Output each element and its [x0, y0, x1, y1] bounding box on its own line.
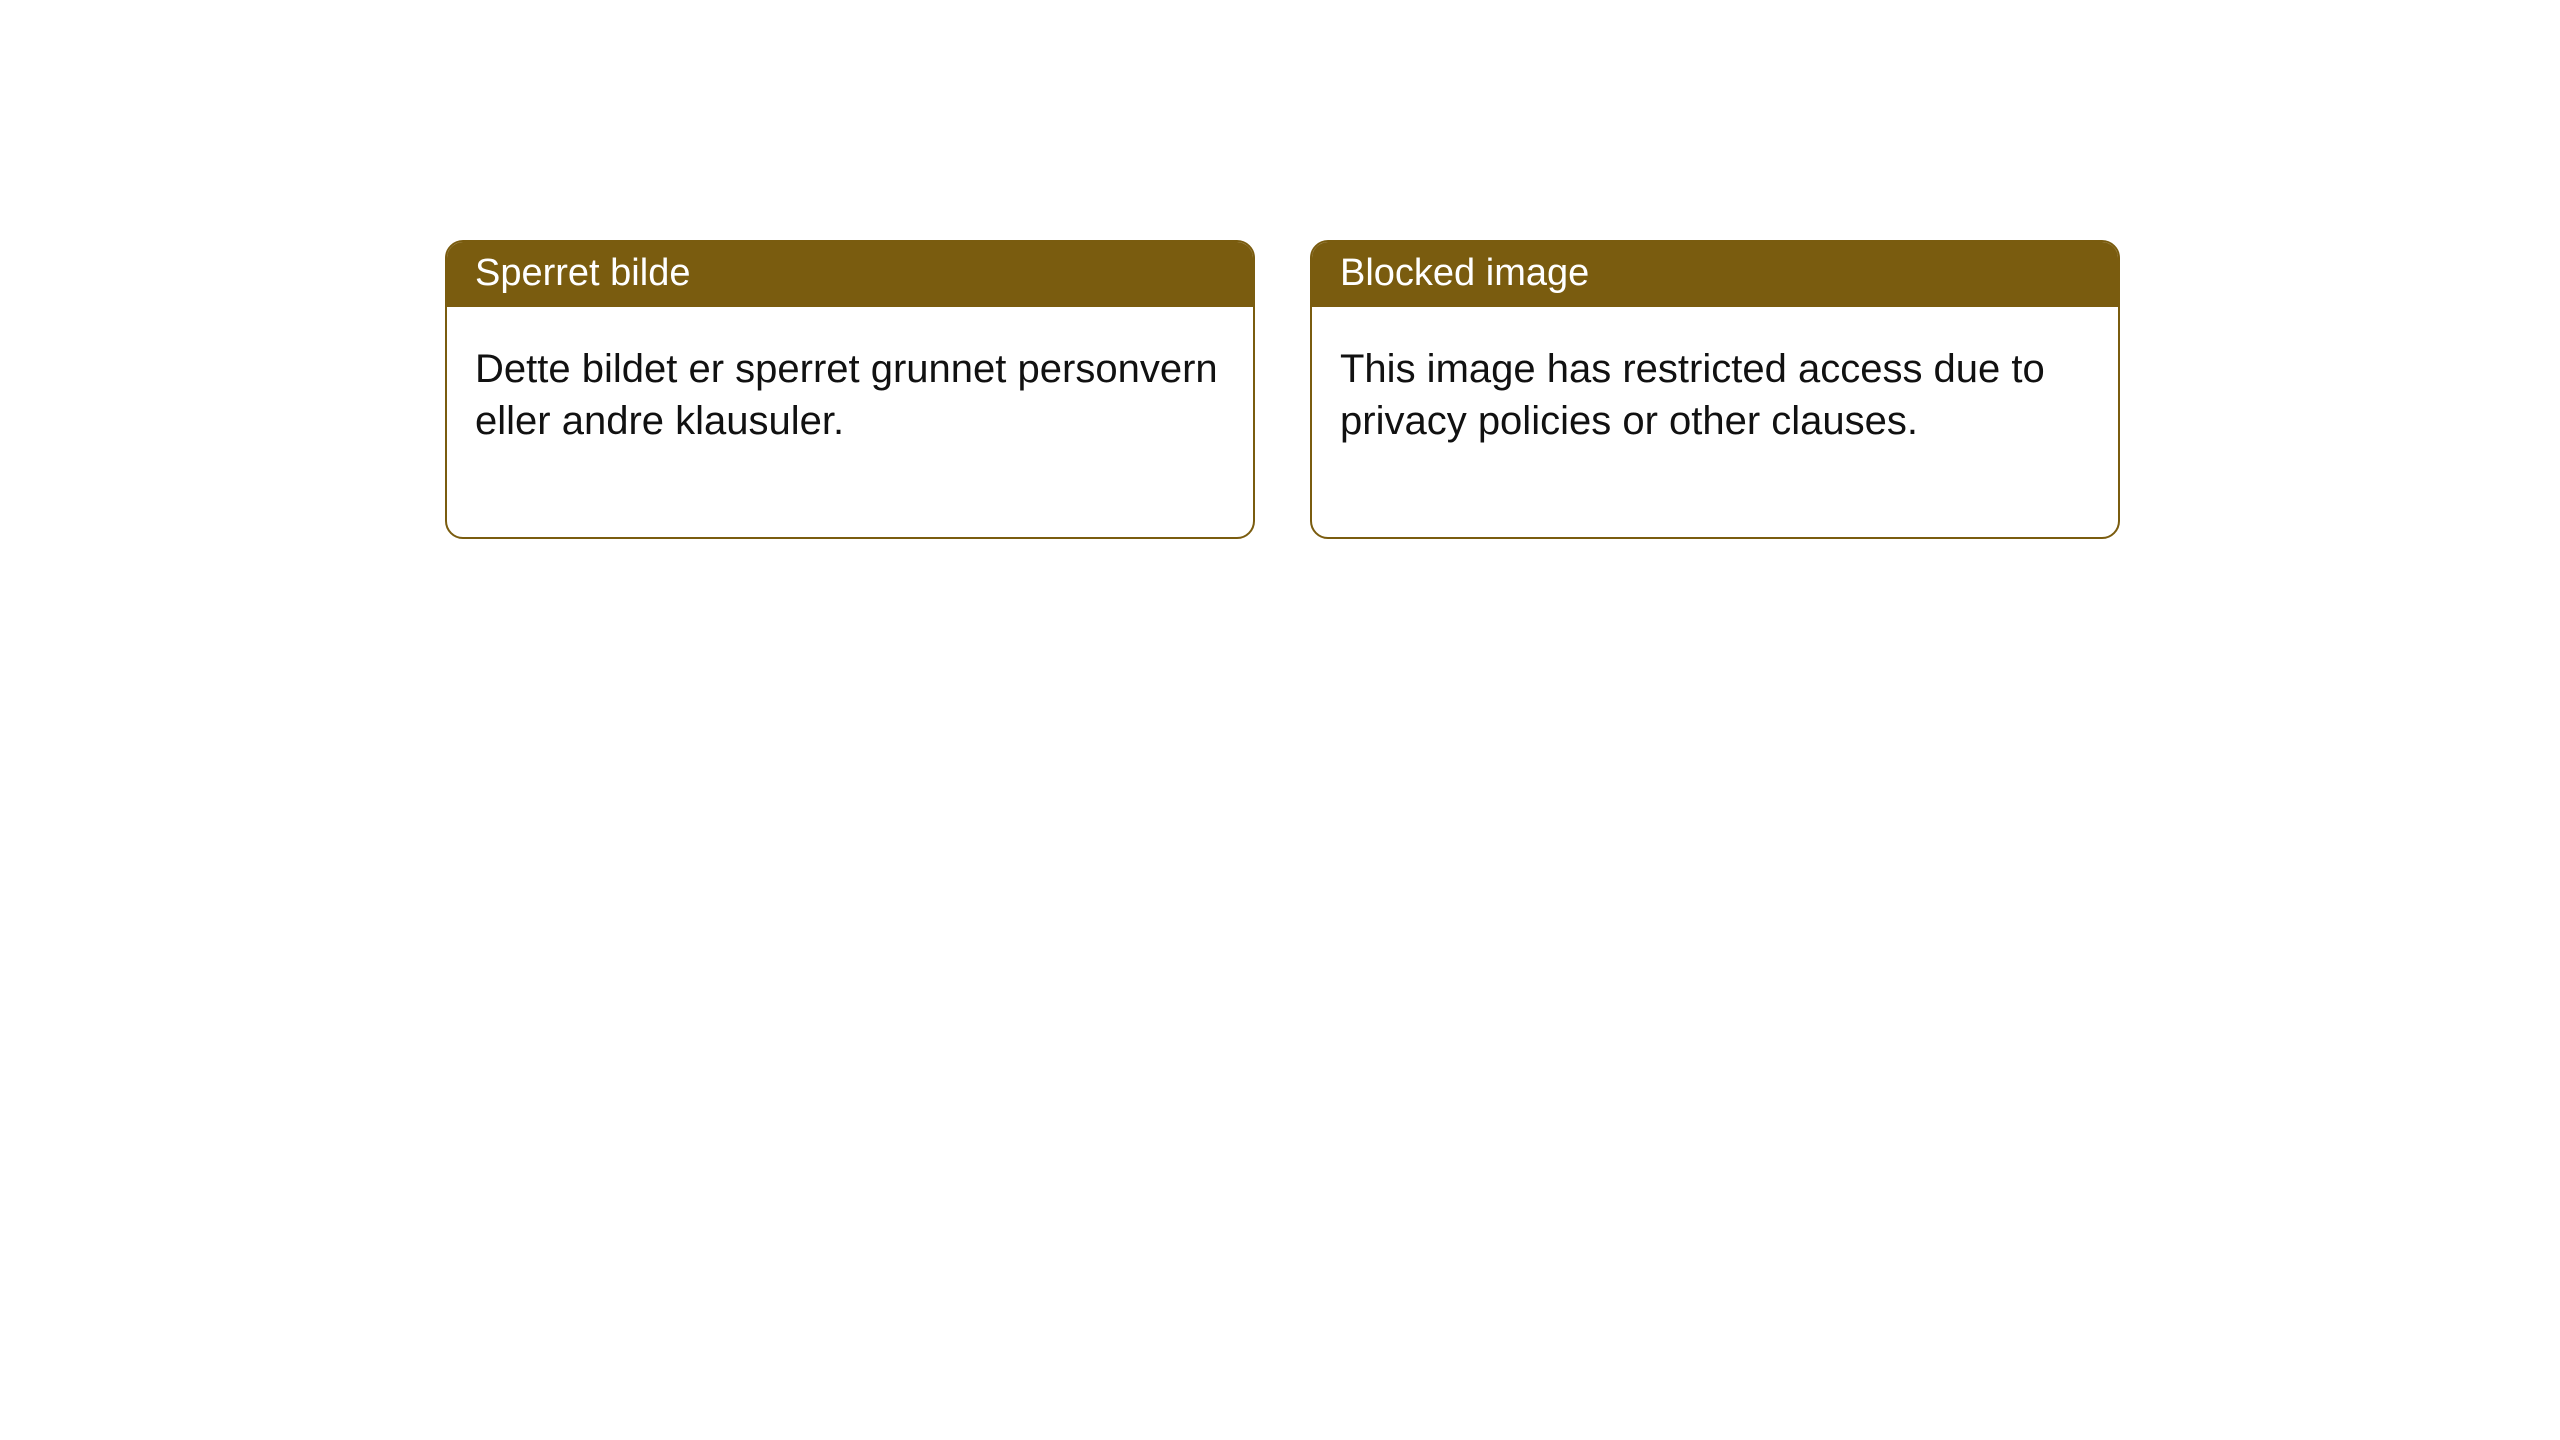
notice-card-norwegian: Sperret bilde Dette bildet er sperret gr…	[445, 240, 1255, 539]
notice-container: Sperret bilde Dette bildet er sperret gr…	[0, 0, 2560, 539]
notice-card-title: Sperret bilde	[447, 242, 1253, 307]
notice-card-body: Dette bildet er sperret grunnet personve…	[447, 307, 1253, 537]
notice-card-title: Blocked image	[1312, 242, 2118, 307]
notice-card-english: Blocked image This image has restricted …	[1310, 240, 2120, 539]
notice-card-body: This image has restricted access due to …	[1312, 307, 2118, 537]
